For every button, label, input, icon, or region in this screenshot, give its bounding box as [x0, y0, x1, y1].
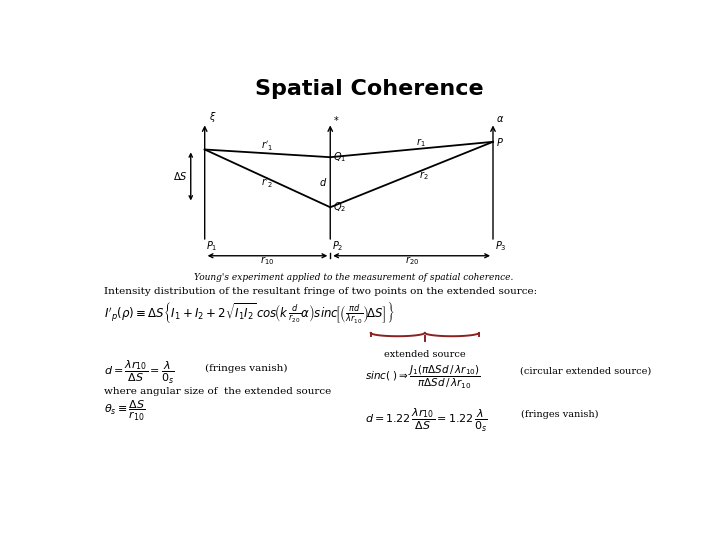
Text: $\Delta S$: $\Delta S$	[173, 171, 188, 183]
Text: $*$: $*$	[333, 114, 340, 124]
Text: $\alpha$: $\alpha$	[496, 114, 505, 124]
Text: where angular size of  the extended source: where angular size of the extended sourc…	[104, 387, 331, 396]
Text: $\xi$: $\xi$	[209, 110, 216, 124]
Text: $Q_2$: $Q_2$	[333, 200, 346, 214]
Text: $P_2$: $P_2$	[332, 239, 343, 253]
Text: (fringes vanish): (fringes vanish)	[204, 363, 287, 373]
Text: $I'_p(\rho) \equiv \Delta S \left\{ I_1 + I_2 + 2\sqrt{I_1 I_2}\,cos\!\left( k\,: $I'_p(\rho) \equiv \Delta S \left\{ I_1 …	[104, 300, 395, 325]
Text: $Q_1$: $Q_1$	[333, 150, 346, 164]
Text: (circular extended source): (circular extended source)	[520, 367, 652, 376]
Text: $\theta_s \equiv \dfrac{\Delta S}{r_{10}}$: $\theta_s \equiv \dfrac{\Delta S}{r_{10}…	[104, 399, 145, 423]
Text: extended source: extended source	[384, 350, 466, 360]
Text: $r_1$: $r_1$	[415, 137, 425, 150]
Text: $d$: $d$	[320, 176, 328, 188]
Text: Intensity distribution of the resultant fringe of two points on the extended sou: Intensity distribution of the resultant …	[104, 287, 537, 295]
Text: (fringes vanish): (fringes vanish)	[521, 410, 598, 419]
Text: Spatial Coherence: Spatial Coherence	[255, 79, 483, 99]
Text: $P$: $P$	[496, 136, 504, 148]
Text: Young's experiment applied to the measurement of spatial coherence.: Young's experiment applied to the measur…	[194, 273, 513, 282]
Text: $r_2$: $r_2$	[419, 170, 429, 182]
Text: $r_{10}$: $r_{10}$	[261, 254, 274, 267]
Text: $r'_2$: $r'_2$	[261, 177, 274, 190]
Text: $P_3$: $P_3$	[495, 239, 506, 253]
Text: $P_1$: $P_1$	[206, 239, 217, 253]
Text: $d = 1.22\,\dfrac{\lambda r_{10}}{\Delta S} = 1.22\,\dfrac{\lambda}{0_s}$: $d = 1.22\,\dfrac{\lambda r_{10}}{\Delta…	[365, 407, 487, 434]
Text: $sinc(\;) \Rightarrow \dfrac{J_1(\pi\Delta S d\,/\,\lambda r_{10})}{\pi\Delta S : $sinc(\;) \Rightarrow \dfrac{J_1(\pi\Del…	[365, 363, 481, 390]
Text: $d = \dfrac{\lambda r_{10}}{\Delta S} = \dfrac{\lambda}{0_s}$: $d = \dfrac{\lambda r_{10}}{\Delta S} = …	[104, 359, 175, 386]
Text: $r'_1$: $r'_1$	[261, 140, 274, 153]
Text: $r_{20}$: $r_{20}$	[405, 254, 419, 267]
